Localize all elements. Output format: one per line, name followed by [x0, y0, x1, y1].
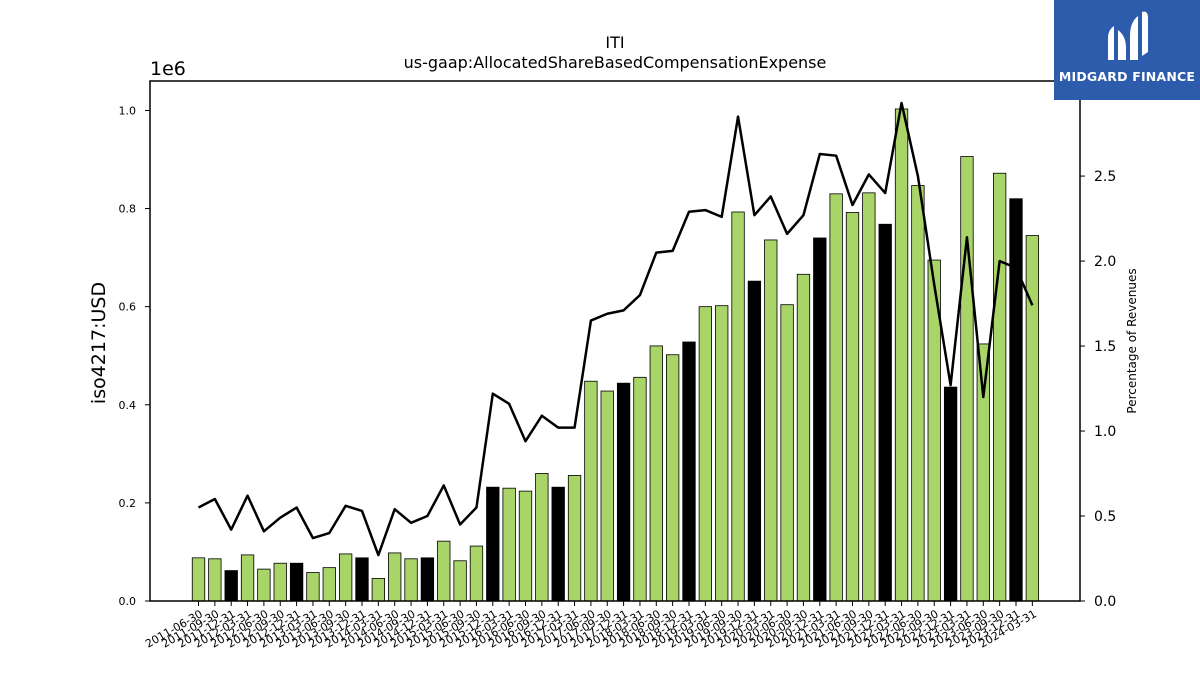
bar-2012-12-31 [289, 562, 304, 602]
bar-2023-12-31 [1009, 198, 1023, 602]
y2-tick-label: 1.0 [1094, 424, 1116, 440]
y2-tick-label: 1.5 [1094, 339, 1116, 355]
y-tick-label: 0.2 [119, 497, 137, 510]
percentage-line [197, 101, 1034, 557]
bar-2014-06-30 [388, 552, 402, 602]
bar-2013-06-30 [322, 567, 336, 602]
line-layer [197, 101, 1034, 557]
bar-2013-09-30 [338, 553, 353, 602]
bar-2021-09-30 [862, 192, 876, 602]
y2-tick-label: 2.5 [1094, 169, 1116, 185]
bar-2016-09-30 [535, 473, 549, 602]
bar-2014-03-31 [371, 578, 386, 602]
y-tick-label: 0.4 [119, 399, 137, 412]
bar-2014-12-31 [420, 557, 435, 602]
y2-tick-label: 0.5 [1094, 509, 1116, 525]
brand-name: MIDGARD FINANCE [1058, 69, 1196, 84]
bar-2021-06-30 [845, 212, 860, 602]
bar-2019-09-30 [731, 211, 745, 602]
y-tick-label: 0.0 [119, 595, 137, 608]
plot-frame [149, 80, 1081, 602]
bar-2021-12-31 [878, 223, 892, 602]
bar-2013-03-31 [306, 572, 320, 602]
bar-2018-03-31 [633, 376, 647, 602]
bar-2023-09-30 [993, 172, 1007, 602]
bar-2015-06-30 [453, 560, 467, 602]
bar-2017-12-31 [616, 382, 631, 602]
brand-logo: MIDGARD FINANCE [1054, 0, 1200, 100]
bar-2023-06-30 [976, 343, 990, 602]
y2-axis: 0.0 0.5 1.0 1.5 2.0 2.5 [1080, 169, 1116, 610]
y-tick-label: 1.0 [119, 104, 137, 117]
bar-2019-06-30 [715, 305, 729, 602]
bar-2015-09-30 [469, 545, 484, 602]
bar-2022-06-30 [911, 185, 925, 602]
y2-tick-label: 2.0 [1094, 254, 1116, 270]
bar-2012-06-30 [257, 568, 271, 602]
bar-2013-12-31 [355, 557, 369, 602]
y-scale-label: 1e6 [150, 58, 186, 80]
bar-2011-09-30 [208, 558, 222, 602]
bar-2022-03-31 [894, 108, 909, 602]
bar-2014-09-30 [404, 558, 418, 602]
bar-2023-03-31 [960, 156, 974, 602]
bar-2011-06-30 [191, 557, 206, 602]
bar-2024-03-31 [1025, 235, 1039, 602]
y-axis: 0.0 0.2 0.4 0.6 0.8 1.0 [119, 104, 150, 608]
bar-2021-03-31 [829, 193, 843, 602]
bars-layer [191, 108, 1039, 602]
y-axis-label: iso4217:USD [88, 282, 110, 404]
bar-2015-03-31 [437, 540, 451, 602]
chart-subtitle: us-gaap:AllocatedShareBasedCompensationE… [404, 53, 827, 72]
bar-2020-09-30 [796, 273, 811, 602]
bar-2019-03-31 [698, 306, 712, 602]
bar-2012-09-30 [273, 562, 287, 602]
y-tick-label: 0.8 [119, 203, 137, 216]
bar-2017-09-30 [600, 390, 614, 602]
bar-2016-06-30 [518, 490, 533, 602]
bar-2018-09-30 [666, 354, 680, 602]
bar-2020-12-31 [813, 237, 827, 602]
bar-2017-03-31 [567, 475, 582, 602]
y2-axis-label: Percentage of Revenues [1125, 268, 1139, 413]
bar-2020-03-31 [764, 239, 778, 602]
chart-title: ITI [605, 33, 624, 52]
y2-tick-label: 0.0 [1094, 594, 1116, 610]
bar-2018-06-30 [649, 345, 663, 602]
bar-2011-12-31 [224, 570, 238, 602]
bar-2017-06-30 [584, 380, 598, 602]
bar-2020-06-30 [780, 304, 794, 602]
bar-2018-12-31 [682, 341, 696, 602]
bar-2012-03-31 [240, 554, 255, 602]
bar-2015-12-31 [486, 486, 500, 602]
x-axis: 2011-06-302011-09-302011-12-312012-03-31… [143, 601, 1039, 651]
bar-2016-03-31 [502, 487, 516, 602]
bar-2016-12-31 [551, 486, 565, 602]
bar-2019-12-31 [747, 280, 762, 602]
midgard-logo-mark-icon [1108, 11, 1148, 60]
y-tick-label: 0.6 [119, 301, 137, 314]
bar-2022-12-31 [943, 386, 958, 602]
